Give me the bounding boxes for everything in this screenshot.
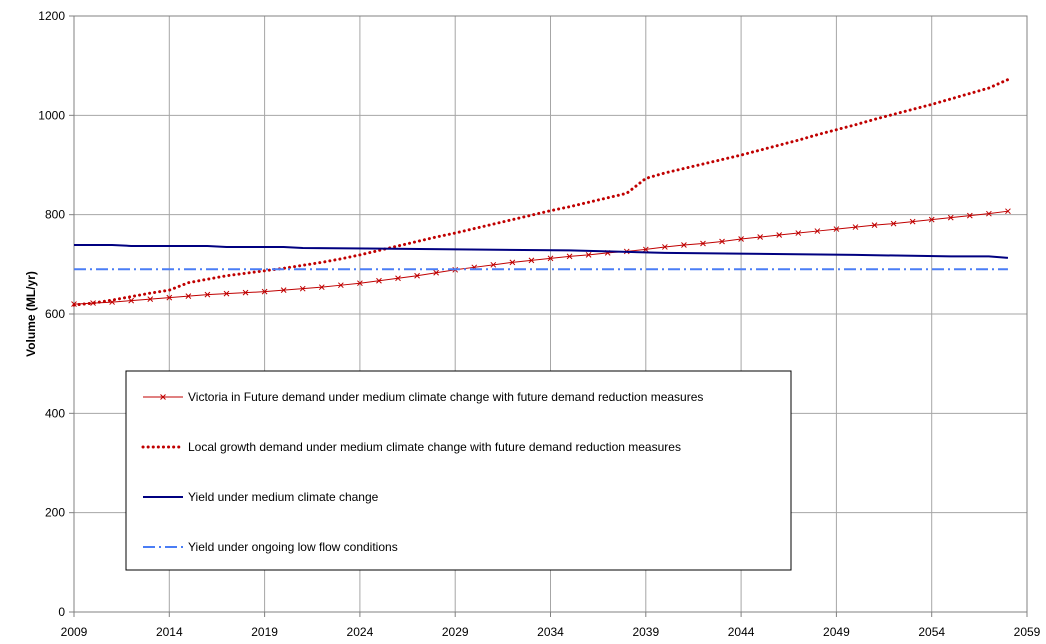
data-point-marker	[376, 277, 382, 284]
data-point-marker	[795, 230, 802, 236]
data-point-marker	[833, 226, 840, 232]
data-point-marker	[280, 287, 287, 294]
data-point-marker	[890, 220, 897, 227]
gridlines	[74, 16, 1027, 612]
legend-label-4: Yield under ongoing low flow conditions	[188, 540, 398, 554]
data-point-marker	[662, 244, 668, 250]
x-tick-label: 2034	[537, 625, 564, 639]
data-point-marker	[681, 242, 687, 248]
y-tick-label: 400	[45, 406, 65, 420]
x-tick-label: 2059	[1014, 625, 1041, 639]
legend-marker	[160, 394, 166, 400]
y-tick-label: 800	[45, 208, 65, 222]
data-point-marker	[547, 255, 554, 262]
x-axis-ticks: 2009 2014 2019 2024 2029 2034 2039 2044 2049 2054…	[61, 612, 1041, 639]
x-tick-label: 2049	[823, 625, 850, 639]
x-tick-label: 2014	[156, 625, 183, 639]
data-point-marker	[966, 212, 973, 219]
data-point-marker	[509, 259, 516, 266]
data-point-marker	[566, 253, 573, 260]
data-point-marker	[738, 236, 744, 242]
data-point-marker	[166, 294, 173, 301]
data-point-marker	[395, 275, 401, 282]
data-point-marker	[204, 291, 211, 298]
data-point-marker	[414, 272, 420, 279]
data-point-marker	[261, 288, 268, 295]
y-tick-label: 600	[45, 307, 65, 321]
data-point-marker	[357, 280, 363, 287]
y-tick-label: 1000	[38, 108, 65, 122]
legend-label-2: Local growth demand under medium climate…	[188, 440, 681, 454]
data-point-marker	[223, 290, 230, 297]
data-point-marker	[871, 222, 878, 228]
data-point-marker	[947, 214, 954, 221]
data-point-marker	[318, 284, 325, 291]
x-tick-label: 2039	[632, 625, 659, 639]
data-point-marker	[147, 296, 154, 302]
data-point-marker	[700, 240, 706, 247]
data-point-marker	[490, 261, 497, 268]
legend-box	[125, 370, 792, 571]
data-point-marker	[128, 297, 135, 304]
data-point-marker	[185, 293, 192, 299]
x-tick-label: 2044	[728, 625, 755, 639]
data-point-marker	[299, 285, 306, 292]
data-point-marker	[528, 257, 535, 264]
data-point-marker	[986, 210, 992, 217]
x-tick-label: 2009	[61, 625, 88, 639]
data-point-marker	[433, 269, 439, 276]
data-point-marker	[642, 246, 649, 253]
legend: Victoria in Future demand under medium c…	[125, 370, 792, 571]
y-tick-label: 200	[45, 506, 65, 520]
data-point-marker	[776, 232, 783, 238]
series-lines	[71, 78, 1011, 307]
legend-label-3: Yield under medium climate change	[188, 490, 379, 504]
x-tick-label: 2054	[918, 625, 945, 639]
data-point-marker	[719, 238, 725, 245]
data-point-marker	[757, 234, 764, 240]
legend-label-1: Victoria in Future demand under medium c…	[188, 390, 703, 404]
data-point-marker	[928, 216, 935, 223]
series-line-2	[72, 78, 1010, 307]
data-point-marker	[852, 224, 859, 230]
x-tick-label: 2024	[347, 625, 374, 639]
data-point-marker	[814, 228, 821, 234]
x-tick-label: 2019	[251, 625, 278, 639]
data-point-marker	[1005, 208, 1011, 215]
data-point-marker	[909, 218, 916, 225]
y-tick-label: 0	[58, 605, 65, 619]
x-tick-label: 2029	[442, 625, 469, 639]
y-axis-ticks: 0 200 400 600 800 1000 1200	[38, 9, 74, 619]
y-axis-label: Volume (ML/yr)	[24, 271, 38, 357]
series-line-3	[74, 243, 1009, 259]
data-point-marker	[242, 289, 249, 296]
data-point-marker	[337, 282, 344, 289]
series-line-1	[73, 210, 1009, 305]
data-point-marker	[585, 252, 592, 258]
y-tick-label: 1200	[38, 9, 65, 23]
